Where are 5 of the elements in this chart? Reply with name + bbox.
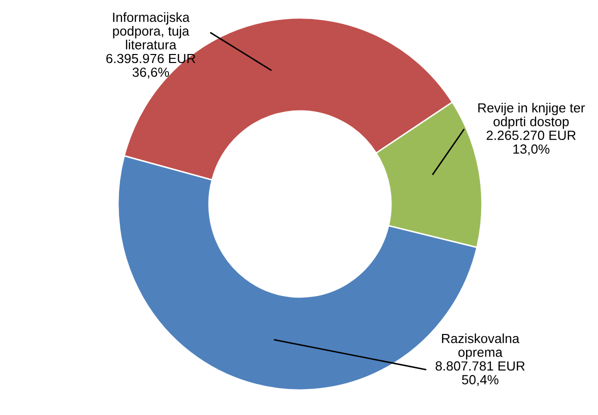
data-label: 2.265.270 EUR 13,0% <box>486 130 576 156</box>
slice-label: Raziskovalna oprema <box>442 333 520 360</box>
slice-label: Informacijska podpora, tuja literatura <box>113 12 190 50</box>
slice-label: Revije in knjige ter odprti dostop <box>478 102 585 129</box>
data-label: 8.807.781 EUR 50,4% <box>436 361 525 386</box>
